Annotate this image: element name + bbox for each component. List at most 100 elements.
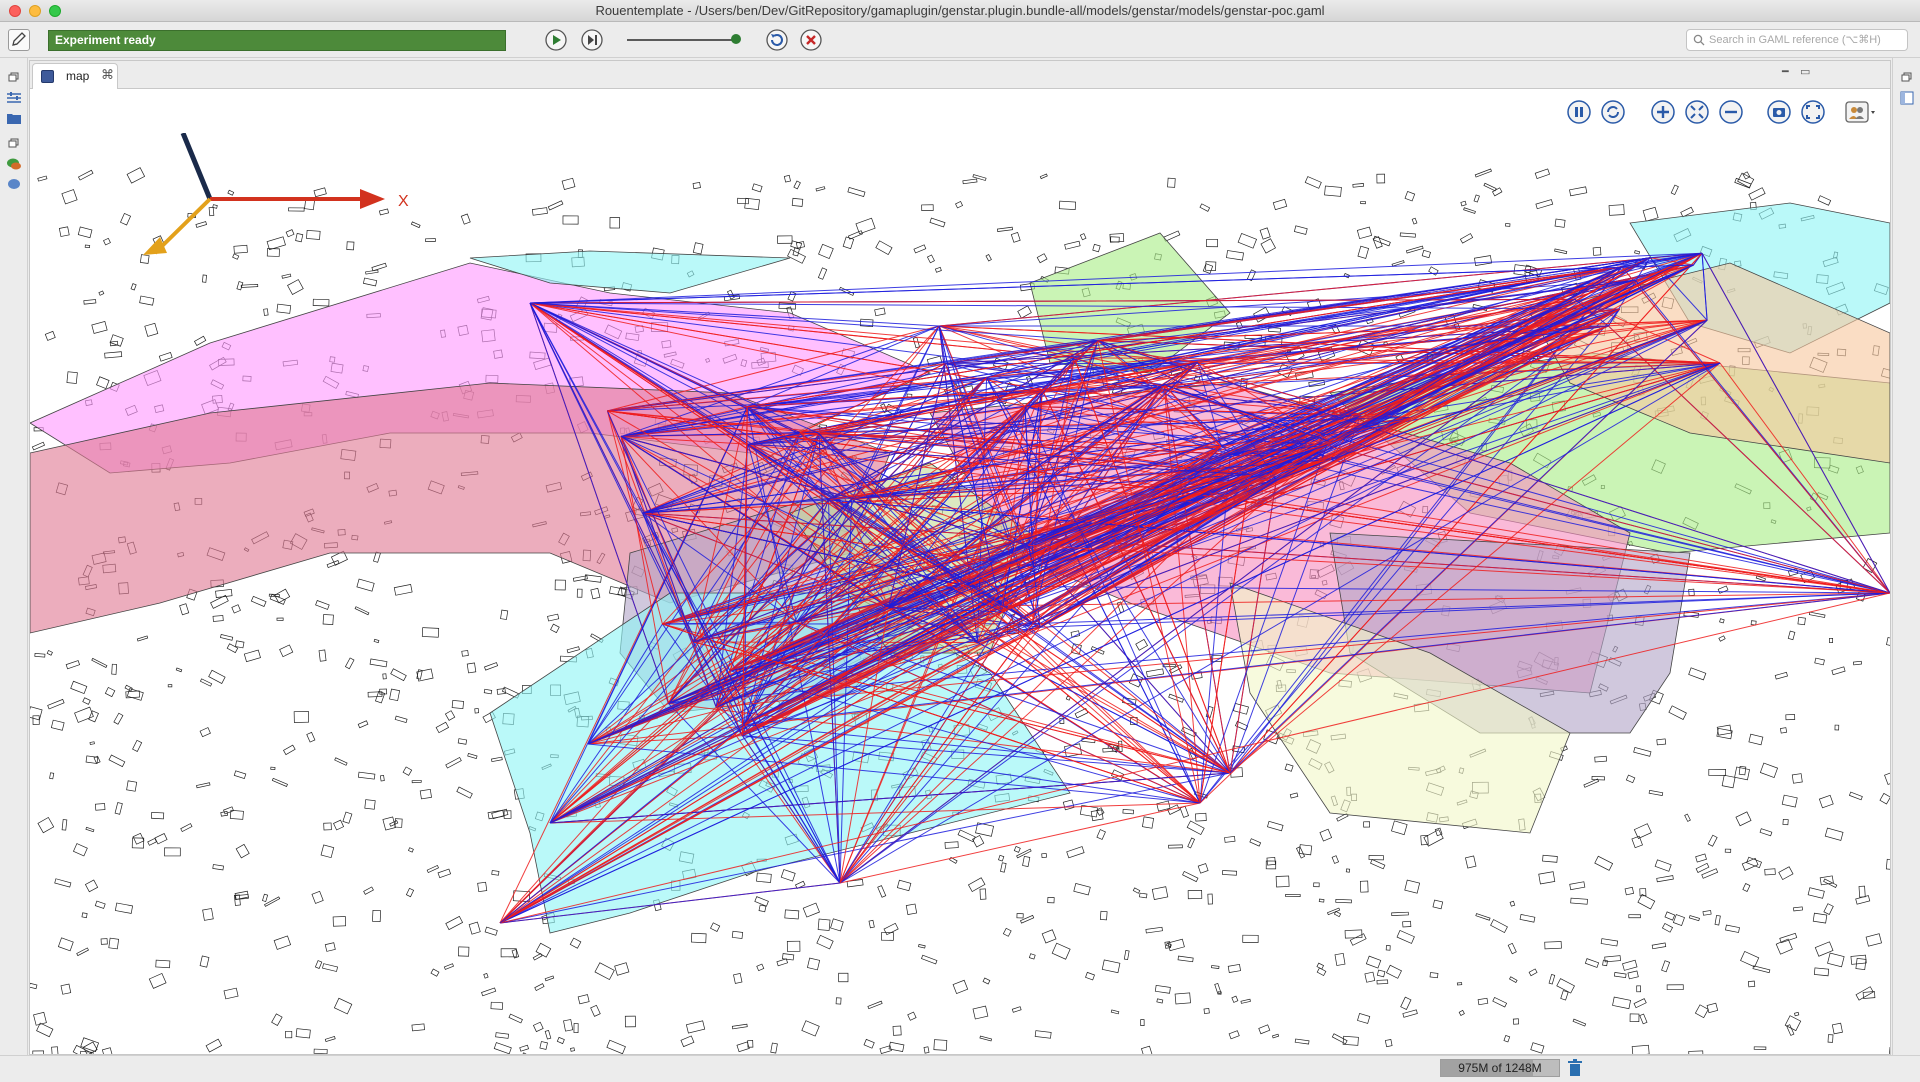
building <box>693 182 700 188</box>
tab-map-label: map <box>66 69 89 83</box>
building <box>228 190 234 195</box>
restore-icon[interactable] <box>5 70 23 86</box>
view-maximize-icon[interactable]: ▭ <box>1800 65 1810 78</box>
building <box>220 634 232 640</box>
building <box>1272 1034 1278 1038</box>
building <box>1484 183 1496 191</box>
building <box>90 742 94 745</box>
building <box>151 812 163 818</box>
building <box>986 255 991 261</box>
close-experiment-button[interactable] <box>799 28 823 52</box>
chat-icon[interactable] <box>5 176 23 192</box>
gaml-search-input[interactable]: Search in GAML reference (⌥⌘H) <box>1686 29 1908 51</box>
view-minimize-icon[interactable]: ━ <box>1782 65 1789 78</box>
speed-slider-knob[interactable] <box>731 34 741 44</box>
building <box>1630 1014 1639 1022</box>
building <box>334 820 344 830</box>
building <box>95 803 105 810</box>
tab-close-icon[interactable]: ⌘ <box>101 67 114 83</box>
memory-text: 975M of 1248M <box>1458 1061 1541 1075</box>
building <box>492 870 499 875</box>
zoom-in-button[interactable] <box>1650 99 1676 125</box>
step-button[interactable] <box>580 28 604 52</box>
building <box>364 887 374 894</box>
building <box>1290 793 1298 798</box>
building <box>1749 734 1763 745</box>
building <box>1665 912 1675 920</box>
layers-button[interactable] <box>1844 99 1878 125</box>
building <box>839 973 848 981</box>
building <box>1492 188 1501 196</box>
building <box>335 758 347 766</box>
tab-map[interactable]: map ⌘ <box>32 63 118 89</box>
building <box>1286 894 1301 896</box>
reload-button[interactable] <box>765 28 789 52</box>
building <box>475 709 479 714</box>
speed-slider[interactable] <box>627 39 735 41</box>
building <box>1392 261 1404 267</box>
building <box>363 278 376 286</box>
building <box>1828 1035 1833 1043</box>
pause-button[interactable] <box>1566 99 1592 125</box>
map-canvas[interactable]: X <box>30 133 1890 1054</box>
building <box>1017 914 1023 918</box>
fullscreen-button[interactable] <box>1800 99 1826 125</box>
building <box>197 783 210 788</box>
building <box>84 300 96 305</box>
building <box>383 817 396 830</box>
building <box>734 973 742 983</box>
building <box>578 995 589 1004</box>
building <box>1327 908 1339 915</box>
building <box>200 956 209 967</box>
building <box>345 658 354 669</box>
edit-model-button[interactable] <box>8 29 30 51</box>
building <box>319 650 326 661</box>
building <box>347 242 354 250</box>
building <box>55 879 71 887</box>
play-button[interactable] <box>544 28 568 52</box>
folder-icon[interactable] <box>5 110 23 126</box>
building <box>296 233 303 241</box>
building <box>1643 207 1658 221</box>
building <box>86 827 94 831</box>
building <box>1403 921 1411 927</box>
zoom-fit-button[interactable] <box>1684 99 1710 125</box>
building <box>1886 638 1890 649</box>
building <box>1168 178 1176 187</box>
building <box>1751 621 1756 625</box>
restore-icon-2[interactable] <box>5 136 23 152</box>
sync-button[interactable] <box>1600 99 1626 125</box>
building <box>1828 953 1845 967</box>
building <box>1267 821 1283 830</box>
building <box>1657 739 1666 745</box>
building <box>200 679 211 686</box>
building <box>1250 839 1261 846</box>
building <box>1707 1003 1718 1012</box>
building <box>294 711 309 722</box>
building <box>1358 246 1369 258</box>
experiment-status: Experiment ready <box>48 30 506 51</box>
building <box>1720 619 1725 623</box>
snapshot-button[interactable] <box>1766 99 1792 125</box>
restore-icon-right[interactable] <box>1898 70 1916 86</box>
outline-icon[interactable] <box>1898 90 1916 106</box>
building <box>1748 981 1754 987</box>
building <box>313 299 329 306</box>
zoom-out-button[interactable] <box>1718 99 1744 125</box>
building <box>693 243 703 254</box>
building <box>1715 915 1720 925</box>
building <box>1035 1031 1051 1039</box>
building <box>494 1043 511 1054</box>
building <box>1123 809 1134 813</box>
map-display[interactable]: X <box>30 133 1890 1054</box>
building <box>325 943 335 952</box>
parameters-icon[interactable] <box>5 90 23 106</box>
garbage-collect-button[interactable] <box>1567 1059 1583 1077</box>
building <box>165 848 181 856</box>
memory-indicator[interactable]: 975M of 1248M <box>1440 1059 1560 1077</box>
building <box>548 201 563 210</box>
console-icon[interactable] <box>5 156 23 172</box>
building <box>818 268 826 279</box>
building <box>843 237 854 249</box>
building <box>1332 856 1338 864</box>
